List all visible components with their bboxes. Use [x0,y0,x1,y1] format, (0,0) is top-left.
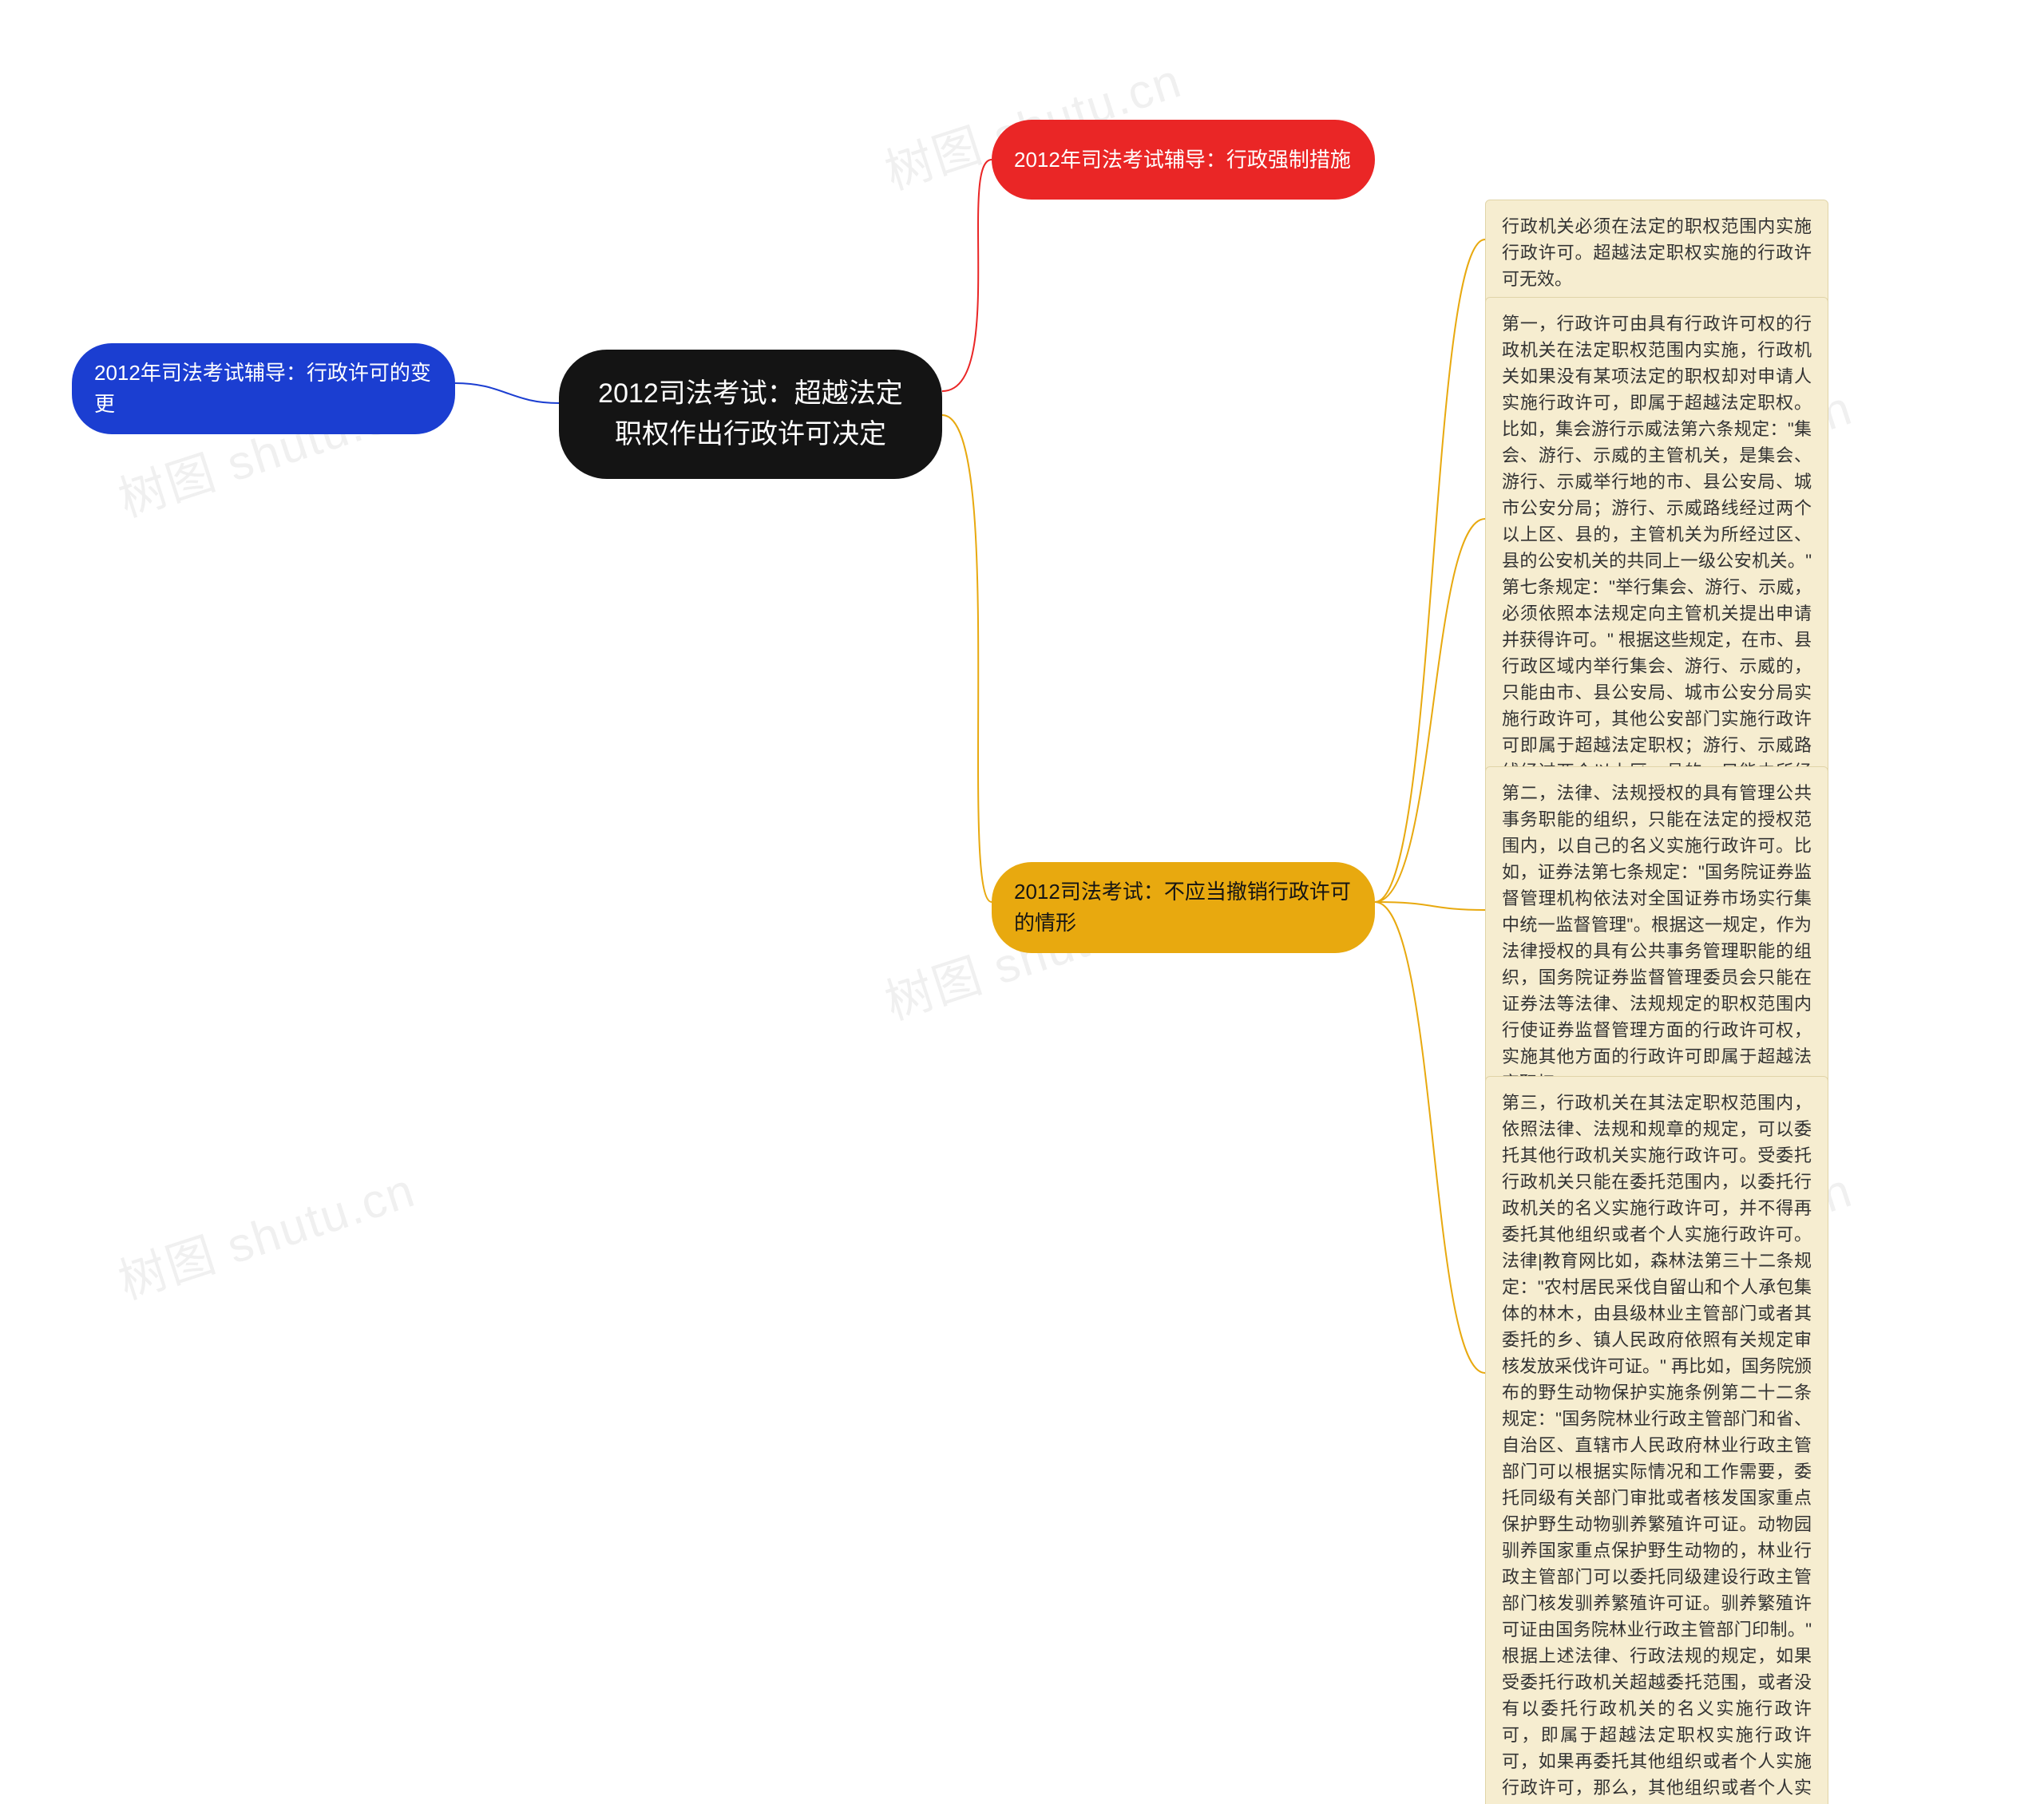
mindmap-canvas: 树图 shutu.cn树图 shutu.cn树图 shutu.cn树图 shut… [0,0,2044,1804]
connector [1375,239,1485,902]
connector [942,415,992,902]
branch-red-text: 2012年司法考试辅导：行政强制措施 [1014,144,1351,176]
detail-node-2[interactable]: 第二，法律、法规授权的具有管理公共事务职能的组织，只能在法定的授权范围内，以自己… [1485,766,1828,1110]
connector [455,383,559,403]
connector [1375,519,1485,902]
center-node[interactable]: 2012司法考试：超越法定职权作出行政许可决定 [559,350,942,479]
center-node-text: 2012司法考试：超越法定职权作出行政许可决定 [591,374,910,455]
branch-red[interactable]: 2012年司法考试辅导：行政强制措施 [992,120,1375,200]
detail-node-text: 第二，法律、法规授权的具有管理公共事务职能的组织，只能在法定的授权范围内，以自己… [1502,780,1812,1096]
detail-node-text: 第三，行政机关在其法定职权范围内，依照法律、法规和规章的规定，可以委托其他行政机… [1502,1090,1812,1804]
connector [1375,902,1485,1373]
branch-yellow-text: 2012司法考试：不应当撤销行政许可的情形 [1014,876,1353,939]
detail-node-text: 行政机关必须在法定的职权范围内实施行政许可。超越法定职权实施的行政许可无效。 [1502,213,1812,292]
detail-node-3[interactable]: 第三，行政机关在其法定职权范围内，依照法律、法规和规章的规定，可以委托其他行政机… [1485,1076,1828,1804]
connector [1375,902,1485,910]
branch-yellow[interactable]: 2012司法考试：不应当撤销行政许可的情形 [992,862,1375,953]
branch-blue-text: 2012年司法考试辅导：行政许可的变更 [94,358,433,420]
watermark: 树图 shutu.cn [109,1152,423,1313]
branch-blue[interactable]: 2012年司法考试辅导：行政许可的变更 [72,343,455,434]
connector [942,160,992,391]
detail-node-0[interactable]: 行政机关必须在法定的职权范围内实施行政许可。超越法定职权实施的行政许可无效。 [1485,200,1828,306]
